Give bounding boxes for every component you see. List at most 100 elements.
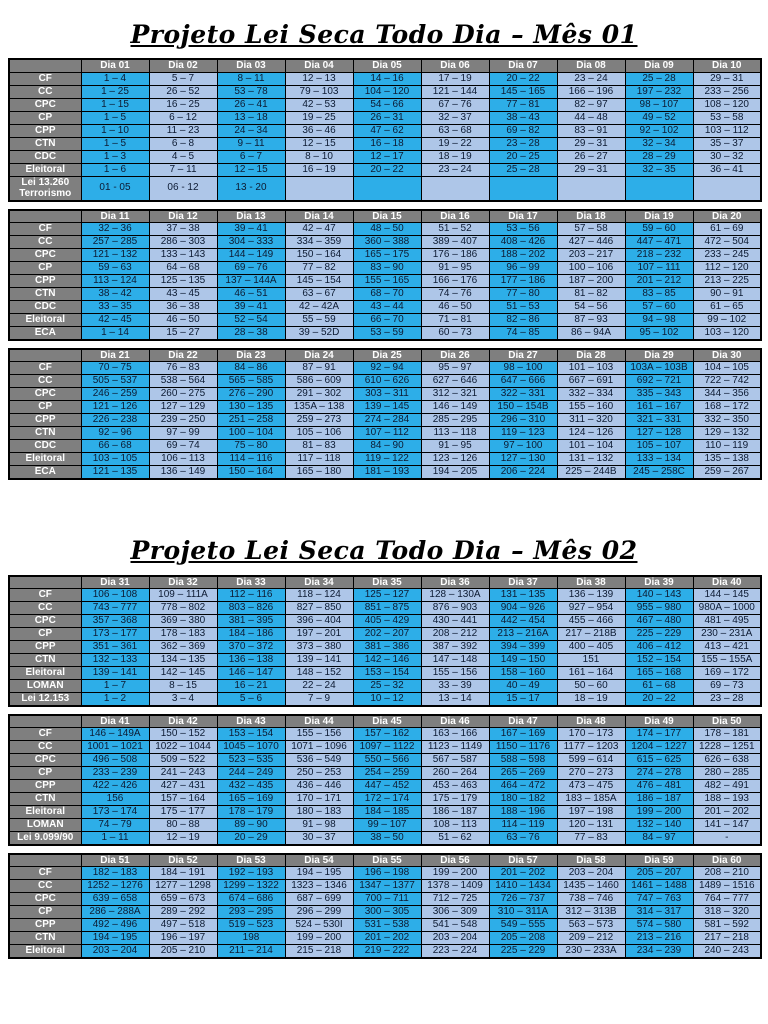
table-row: CF 70 – 75 76 – 83 84 – 86 87 – 91 92 – 94 95 …: [8, 361, 762, 375]
code-label: Lei 13.260 Terrorismo: [8, 175, 82, 201]
day-header: Dia 14: [284, 209, 354, 223]
article-range-cell: 16 – 25: [148, 97, 218, 112]
article-range-cell: 84 – 97: [624, 831, 694, 845]
article-range-cell: 139 – 141: [80, 666, 150, 680]
article-range-cell: 59 – 63: [80, 261, 150, 275]
article-range-cell: 105 – 107: [624, 439, 694, 453]
article-range-cell: 588 – 598: [488, 753, 558, 767]
tables-month-01: Dia 01 Dia 02 Dia 03 Dia 04 Dia 05 Dia 06 Dia …: [8, 58, 762, 480]
code-label: CDC: [8, 149, 82, 164]
article-range-cell: 55 – 59: [284, 313, 354, 327]
article-range-cell: 186 – 187: [624, 792, 694, 806]
day-header: Dia 27: [488, 348, 558, 362]
article-range-cell: 42 – 53: [284, 97, 354, 112]
article-range-cell: 246 – 259: [80, 387, 150, 401]
code-label: CPP: [8, 779, 82, 793]
table-row: CC 1 – 25 26 – 52 53 – 78 79 – 103 104 – 120 1…: [8, 84, 762, 99]
article-range-cell: 203 – 204: [556, 866, 626, 880]
article-range-cell: 82 – 97: [556, 97, 626, 112]
article-range-cell: 26 – 41: [216, 97, 286, 112]
code-label: Lei 12.153: [8, 692, 82, 706]
article-range-cell: 174 – 177: [624, 727, 694, 741]
article-range-cell: 314 – 317: [624, 905, 694, 919]
article-range-cell: 16 – 21: [216, 679, 286, 693]
article-range-cell: 35 – 37: [692, 136, 762, 151]
schedule-table: Dia 11 Dia 12 Dia 13 Dia 14 Dia 15 Dia 16 Dia …: [8, 208, 762, 341]
corner-cell: [8, 209, 82, 223]
article-range-cell: 205 – 208: [488, 931, 558, 945]
article-range-cell: 47 – 62: [352, 123, 422, 138]
article-range-cell: 46 – 51: [216, 287, 286, 301]
article-range-cell: 563 – 573: [556, 918, 626, 932]
article-range-cell: 615 – 625: [624, 753, 694, 767]
article-range-cell: 20 – 22: [488, 71, 558, 86]
day-header: Dia 06: [420, 58, 490, 73]
schedule-table: Dia 31 Dia 32 Dia 33 Dia 34 Dia 35 Dia 36 Dia …: [8, 574, 762, 707]
article-range-cell: 91 – 98: [284, 818, 354, 832]
article-range-cell: 344 – 356: [692, 387, 762, 401]
article-range-cell: 74 – 85: [488, 326, 558, 340]
article-range-cell: 38 – 43: [488, 110, 558, 125]
article-range-cell: 1228 – 1251: [692, 740, 762, 754]
article-range-cell: 175 – 177: [148, 805, 218, 819]
code-label: CPC: [8, 97, 82, 112]
day-header: Dia 09: [624, 58, 694, 73]
article-range-cell: 46 – 50: [420, 300, 490, 314]
day-header: Dia 52: [148, 853, 218, 867]
code-label: CC: [8, 235, 82, 249]
article-range-cell: 66 – 68: [80, 439, 150, 453]
article-range-cell: 57 – 58: [556, 222, 626, 236]
day-header: Dia 30: [692, 348, 762, 362]
day-header: Dia 25: [352, 348, 422, 362]
code-label: CC: [8, 84, 82, 99]
code-label: CC: [8, 374, 82, 388]
article-range-cell: 312 – 321: [420, 387, 490, 401]
table-row: CP 286 – 288A 289 – 292 293 – 295 296 – 299 3…: [8, 905, 762, 919]
page-title-month-01: Projeto Lei Seca Todo Dia – Mês 01: [130, 20, 638, 49]
article-range-cell: 306 – 309: [420, 905, 490, 919]
article-range-cell: 260 – 275: [148, 387, 218, 401]
article-range-cell: 133 – 134: [624, 452, 694, 466]
article-range-cell: 692 – 721: [624, 374, 694, 388]
article-range-cell: [556, 175, 626, 201]
article-range-cell: 180 – 183: [284, 805, 354, 819]
article-range-cell: 165 – 175: [352, 248, 422, 262]
article-range-cell: 28 – 29: [624, 149, 694, 164]
article-range-cell: 123 – 126: [420, 452, 490, 466]
article-range-cell: 40 – 49: [488, 679, 558, 693]
article-range-cell: 84 – 90: [352, 439, 422, 453]
article-range-cell: 121 – 144: [420, 84, 490, 99]
article-range-cell: 139 – 145: [352, 400, 422, 414]
page-title-month-02: Projeto Lei Seca Todo Dia – Mês 02: [130, 535, 638, 565]
article-range-cell: 8 – 15: [148, 679, 218, 693]
day-header: Dia 37: [488, 575, 558, 589]
article-range-cell: 146 – 149: [420, 400, 490, 414]
code-label: CP: [8, 766, 82, 780]
article-range-cell: 293 – 295: [216, 905, 286, 919]
article-range-cell: [284, 175, 354, 201]
article-range-cell: 274 – 278: [624, 766, 694, 780]
table-row: CC 743 – 777 778 – 802 803 – 826 827 – 850 85…: [8, 601, 762, 615]
article-range-cell: 92 – 96: [80, 426, 150, 440]
article-range-cell: 54 – 66: [352, 97, 422, 112]
article-range-cell: 334 – 359: [284, 235, 354, 249]
article-range-cell: 310 – 311A: [488, 905, 558, 919]
article-range-cell: 59 – 60: [624, 222, 694, 236]
article-range-cell: 118 – 124: [284, 588, 354, 602]
day-header: Dia 07: [488, 58, 558, 73]
article-range-cell: 75 – 80: [216, 439, 286, 453]
article-range-cell: 387 – 392: [420, 640, 490, 654]
article-range-cell: 274 – 284: [352, 413, 422, 427]
article-range-cell: 259 – 273: [284, 413, 354, 427]
article-range-cell: 259 – 267: [692, 465, 762, 479]
table-row: CTN 38 – 42 43 – 45 46 – 51 63 – 67 68 – 70 74…: [8, 287, 762, 301]
article-range-cell: 69 – 82: [488, 123, 558, 138]
article-range-cell: 1123 – 1149: [420, 740, 490, 754]
article-range-cell: 184 – 186: [216, 627, 286, 641]
article-range-cell: 89 – 90: [216, 818, 286, 832]
article-range-cell: 29 – 31: [692, 71, 762, 86]
article-range-cell: 381 – 386: [352, 640, 422, 654]
article-range-cell: 373 – 380: [284, 640, 354, 654]
article-range-cell: [420, 175, 490, 201]
